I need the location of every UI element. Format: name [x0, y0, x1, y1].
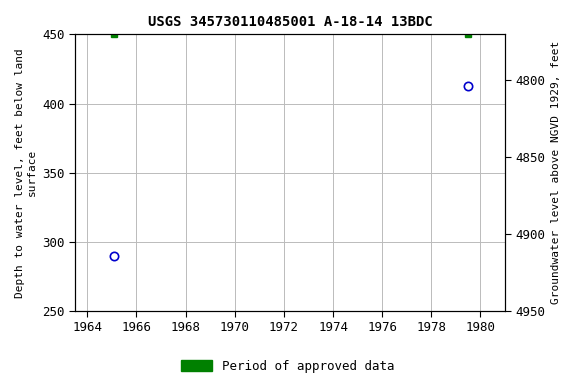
- Legend: Period of approved data: Period of approved data: [176, 355, 400, 378]
- Title: USGS 345730110485001 A-18-14 13BDC: USGS 345730110485001 A-18-14 13BDC: [147, 15, 433, 29]
- Y-axis label: Depth to water level, feet below land
surface: Depth to water level, feet below land su…: [15, 48, 37, 298]
- Y-axis label: Groundwater level above NGVD 1929, feet: Groundwater level above NGVD 1929, feet: [551, 41, 561, 304]
